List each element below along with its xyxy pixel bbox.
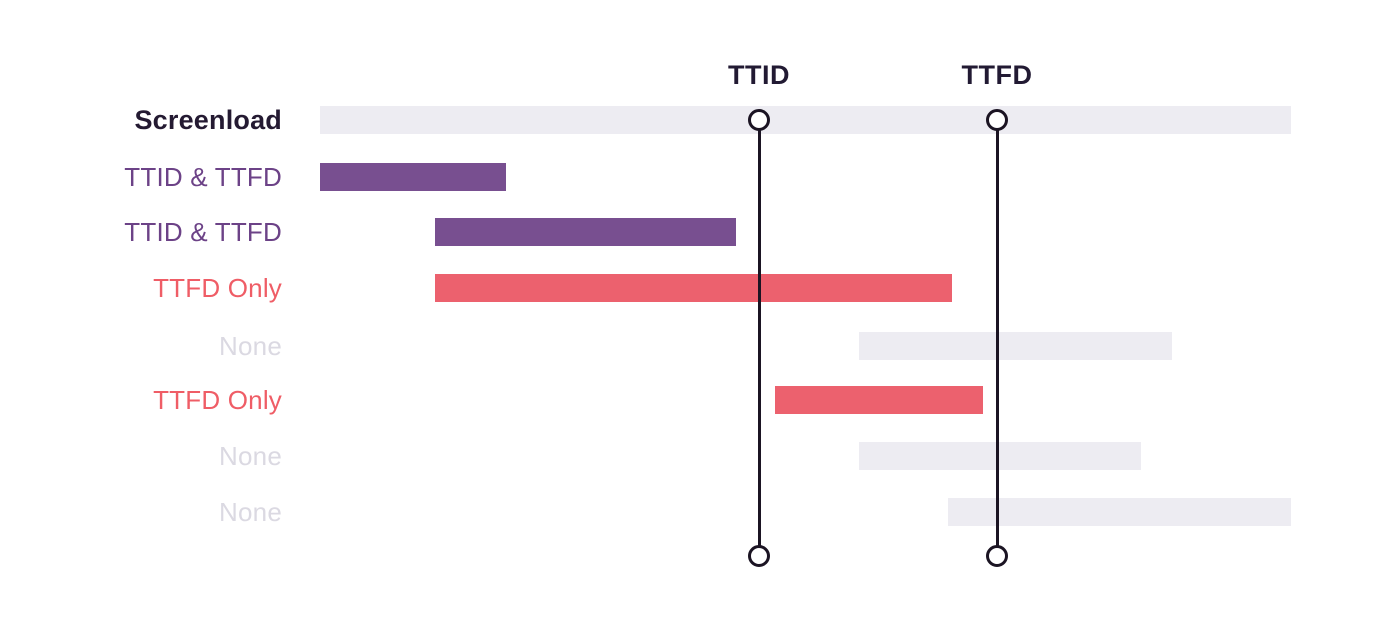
- span-bar: [435, 218, 736, 246]
- marker-circle-top: [985, 108, 1008, 131]
- row-label: None: [219, 331, 282, 361]
- row-label: None: [219, 441, 282, 471]
- row-label: Screenload: [134, 105, 282, 135]
- row-label: TTFD Only: [153, 385, 282, 415]
- row-label: None: [219, 497, 282, 527]
- marker-label: TTFD: [961, 60, 1033, 90]
- marker-circle-bottom: [985, 544, 1008, 567]
- row-label: TTID & TTFD: [124, 217, 282, 247]
- span-bar: [320, 106, 1291, 134]
- row-label: TTFD Only: [153, 273, 282, 303]
- marker-label: TTID: [728, 60, 790, 90]
- span-bar: [320, 163, 506, 191]
- marker-line: [995, 120, 999, 556]
- span-bar: [435, 274, 952, 302]
- marker-circle-top: [747, 108, 770, 131]
- marker-line: [757, 120, 761, 556]
- span-bar: [859, 332, 1172, 360]
- span-bar: [948, 498, 1291, 526]
- marker-circle-bottom: [747, 544, 770, 567]
- row-label: TTID & TTFD: [124, 162, 282, 192]
- span-bar: [859, 442, 1141, 470]
- span-bar: [775, 386, 983, 414]
